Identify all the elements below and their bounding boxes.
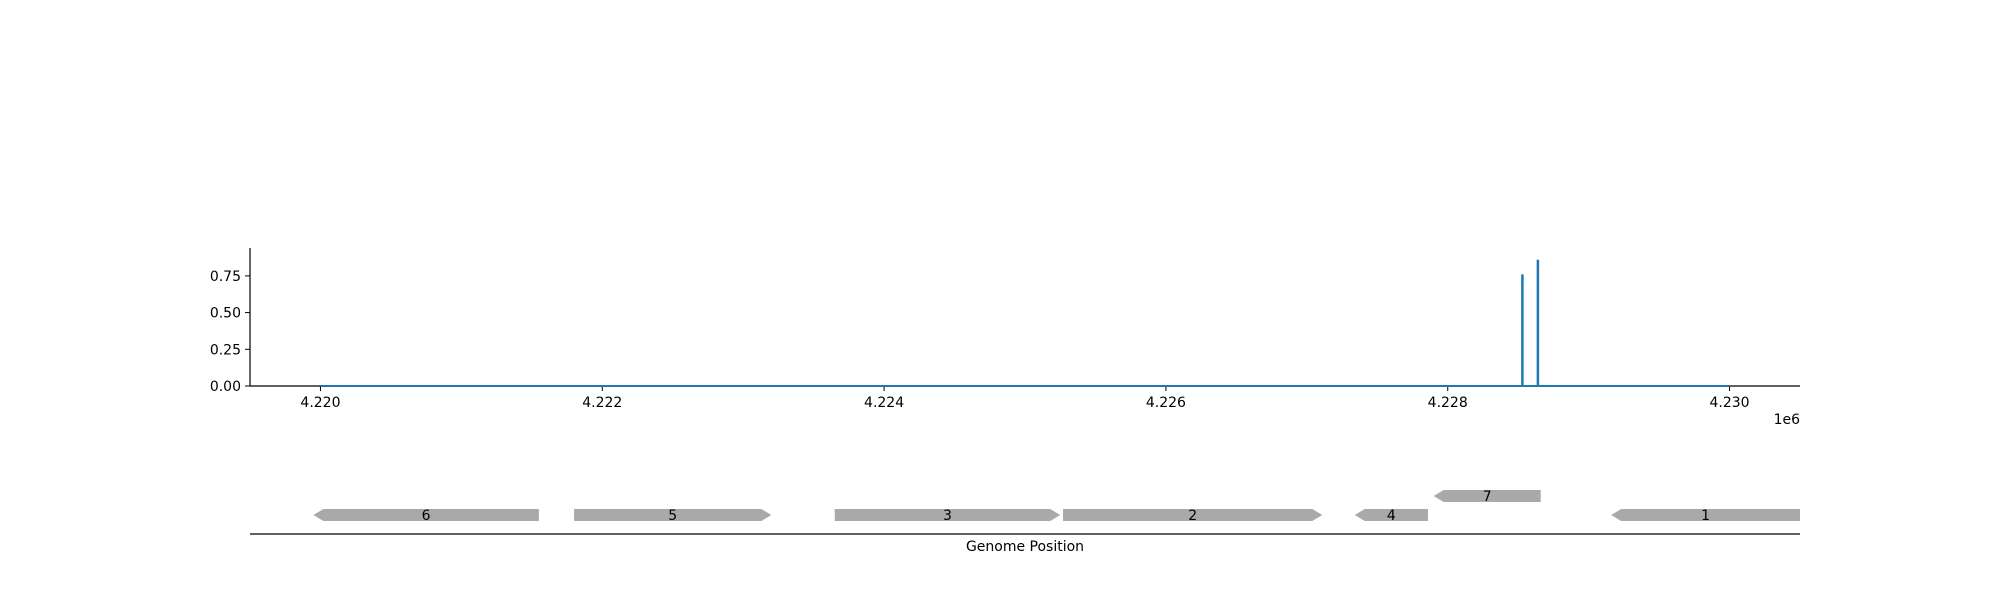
y-tick-label: 0.00 — [210, 379, 241, 395]
gene-label: 5 — [668, 508, 677, 524]
gene-label: 6 — [422, 508, 431, 524]
x-offset-label: 1e6 — [1774, 412, 1801, 428]
gene-arrow — [1611, 509, 1800, 521]
gene-arrow — [1063, 509, 1323, 521]
gene-label: 1 — [1701, 508, 1710, 524]
x-tick-label: 4.228 — [1428, 395, 1468, 411]
gene-arrow — [834, 509, 1061, 521]
y-tick-label: 0.25 — [210, 342, 241, 358]
gene-label: 4 — [1387, 508, 1396, 524]
gene-arrow — [313, 509, 539, 521]
gene-map: 6 5 3 2 4 7 1 Genome Position — [250, 489, 1800, 555]
gene-arrow — [1354, 509, 1428, 521]
y-tick-label: 0.50 — [210, 306, 241, 322]
x-tick-label: 4.226 — [1146, 395, 1186, 411]
x-tick-label: 4.224 — [864, 395, 904, 411]
gene-label: 2 — [1188, 508, 1197, 524]
x-tick-label: 4.220 — [300, 395, 340, 411]
gene-arrow — [1433, 490, 1541, 502]
x-tick-label: 4.222 — [582, 395, 622, 411]
x-axis-label: Genome Position — [966, 539, 1084, 555]
coverage-plot: 0.00 0.25 0.50 0.75 4.220 4.222 4.224 4.226 4.22… — [210, 248, 1800, 428]
gene-label: 3 — [943, 508, 952, 524]
x-tick-label: 4.230 — [1709, 395, 1749, 411]
gene-arrow — [574, 509, 772, 521]
y-tick-label: 0.75 — [210, 269, 241, 285]
gene-label: 7 — [1483, 489, 1492, 505]
